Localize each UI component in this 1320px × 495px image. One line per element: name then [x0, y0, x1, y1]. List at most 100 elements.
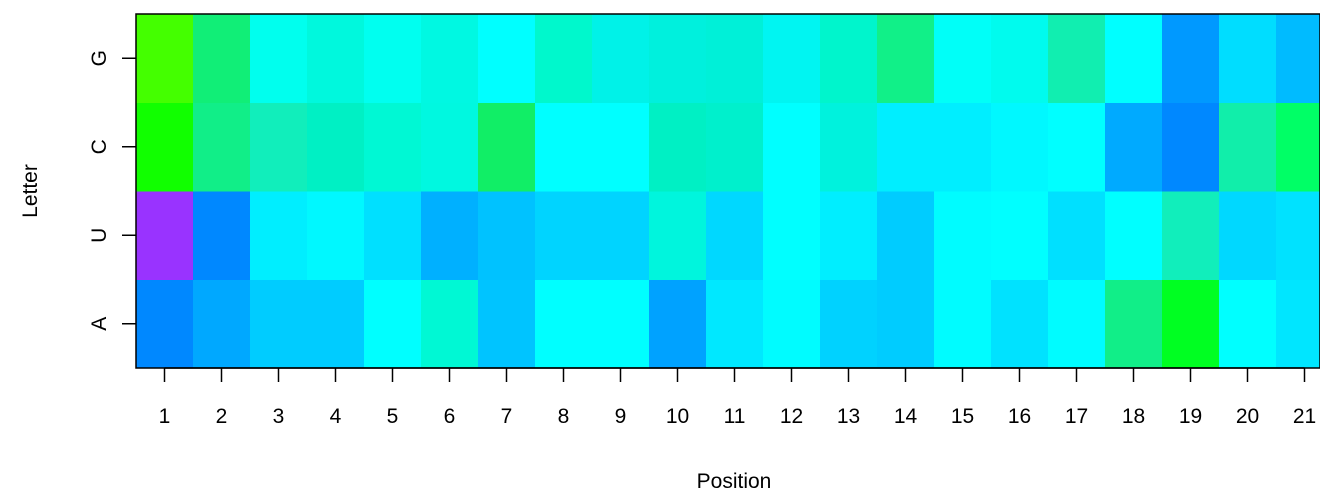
heatmap-cell-A-6: [421, 279, 479, 369]
heatmap-cell-A-5: [364, 279, 422, 369]
heatmap-cell-A-9: [592, 279, 650, 369]
heatmap-cell-U-21: [1276, 191, 1320, 280]
heatmap-cell-C-15: [934, 102, 992, 192]
heatmap-cell-C-10: [649, 102, 707, 192]
heatmap-cell-C-11: [706, 102, 764, 192]
heatmap-cell-A-15: [934, 279, 992, 369]
y-axis: A U C G: [88, 50, 136, 331]
y-tick-label-A: A: [88, 317, 111, 331]
heatmap-cell-G-17: [1048, 14, 1106, 103]
heatmap-cell-C-21: [1276, 102, 1320, 192]
heatmap-cell-C-9: [592, 102, 650, 192]
x-tick-label-19: 19: [1179, 405, 1202, 428]
heatmap-cell-G-3: [250, 14, 308, 103]
heatmap-cell-C-16: [991, 102, 1049, 192]
heatmap-cell-A-19: [1162, 279, 1220, 369]
heatmap-cell-U-7: [478, 191, 536, 280]
x-tick-label-5: 5: [387, 405, 399, 428]
heatmap-cell-A-3: [250, 279, 308, 369]
x-tick-label-16: 16: [1008, 405, 1031, 428]
heatmap-cell-C-13: [820, 102, 878, 192]
heatmap-cell-G-13: [820, 14, 878, 103]
heatmap-cell-U-5: [364, 191, 422, 280]
heatmap-cell-U-8: [535, 191, 593, 280]
heatmap-cell-U-6: [421, 191, 479, 280]
heatmap-cell-A-11: [706, 279, 764, 369]
heatmap-cell-G-12: [763, 14, 821, 103]
heatmap-cell-C-19: [1162, 102, 1220, 192]
heatmap-cell-U-10: [649, 191, 707, 280]
x-tick-label-18: 18: [1122, 405, 1145, 428]
heatmap-cell-A-7: [478, 279, 536, 369]
heatmap-cell-G-10: [649, 14, 707, 103]
heatmap-cell-G-15: [934, 14, 992, 103]
heatmap-cell-C-3: [250, 102, 308, 192]
x-axis-title: Position: [697, 470, 772, 493]
heatmap-cell-A-8: [535, 279, 593, 369]
y-tick-label-U: U: [88, 228, 111, 243]
heatmap-cell-U-11: [706, 191, 764, 280]
heatmap-cells: [136, 14, 1320, 369]
heatmap-cell-G-16: [991, 14, 1049, 103]
heatmap-cell-A-21: [1276, 279, 1320, 369]
heatmap-cell-A-4: [307, 279, 365, 369]
heatmap-cell-G-8: [535, 14, 593, 103]
x-tick-label-9: 9: [615, 405, 627, 428]
x-tick-label-12: 12: [780, 405, 803, 428]
x-tick-label-10: 10: [666, 405, 689, 428]
heatmap-cell-U-14: [877, 191, 935, 280]
heatmap-cell-A-1: [136, 279, 194, 369]
heatmap-cell-C-6: [421, 102, 479, 192]
heatmap-cell-C-4: [307, 102, 365, 192]
heatmap-cell-G-20: [1219, 14, 1277, 103]
heatmap-cell-C-17: [1048, 102, 1106, 192]
heatmap-cell-U-19: [1162, 191, 1220, 280]
heatmap-cell-G-19: [1162, 14, 1220, 103]
x-tick-label-13: 13: [837, 405, 860, 428]
heatmap-cell-U-12: [763, 191, 821, 280]
x-tick-label-8: 8: [558, 405, 570, 428]
x-tick-label-14: 14: [894, 405, 918, 428]
heatmap-cell-G-4: [307, 14, 365, 103]
heatmap-cell-C-5: [364, 102, 422, 192]
heatmap-cell-G-7: [478, 14, 536, 103]
heatmap-cell-U-2: [193, 191, 251, 280]
x-tick-label-17: 17: [1065, 405, 1088, 428]
heatmap-cell-U-3: [250, 191, 308, 280]
heatmap-cell-U-15: [934, 191, 992, 280]
heatmap-cell-C-1: [136, 102, 194, 192]
heatmap-cell-U-1: [136, 191, 194, 280]
heatmap-cell-U-17: [1048, 191, 1106, 280]
heatmap-cell-U-13: [820, 191, 878, 280]
heatmap-cell-A-12: [763, 279, 821, 369]
heatmap-cell-U-16: [991, 191, 1049, 280]
heatmap-cell-G-14: [877, 14, 935, 103]
heatmap-cell-A-13: [820, 279, 878, 369]
x-tick-label-20: 20: [1236, 405, 1259, 428]
heatmap-cell-G-6: [421, 14, 479, 103]
heatmap-cell-G-9: [592, 14, 650, 103]
heatmap-cell-U-20: [1219, 191, 1277, 280]
heatmap-cell-C-2: [193, 102, 251, 192]
x-tick-label-11: 11: [724, 405, 746, 428]
heatmap-cell-A-20: [1219, 279, 1277, 369]
y-tick-label-G: G: [88, 50, 111, 66]
heatmap-cell-G-5: [364, 14, 422, 103]
x-tick-label-1: 1: [159, 405, 171, 428]
heatmap-cell-A-16: [991, 279, 1049, 369]
y-axis-title: Letter: [19, 164, 42, 218]
heatmap-cell-A-18: [1105, 279, 1163, 369]
x-tick-label-21: 21: [1293, 405, 1316, 428]
heatmap-cell-A-17: [1048, 279, 1106, 369]
heatmap-cell-U-9: [592, 191, 650, 280]
heatmap-cell-C-12: [763, 102, 821, 192]
heatmap-cell-G-1: [136, 14, 194, 103]
x-tick-label-7: 7: [501, 405, 513, 428]
heatmap-cell-C-7: [478, 102, 536, 192]
x-tick-label-6: 6: [444, 405, 456, 428]
heatmap-cell-G-2: [193, 14, 251, 103]
heatmap-cell-U-18: [1105, 191, 1163, 280]
y-tick-label-C: C: [88, 139, 111, 154]
heatmap-cell-U-4: [307, 191, 365, 280]
